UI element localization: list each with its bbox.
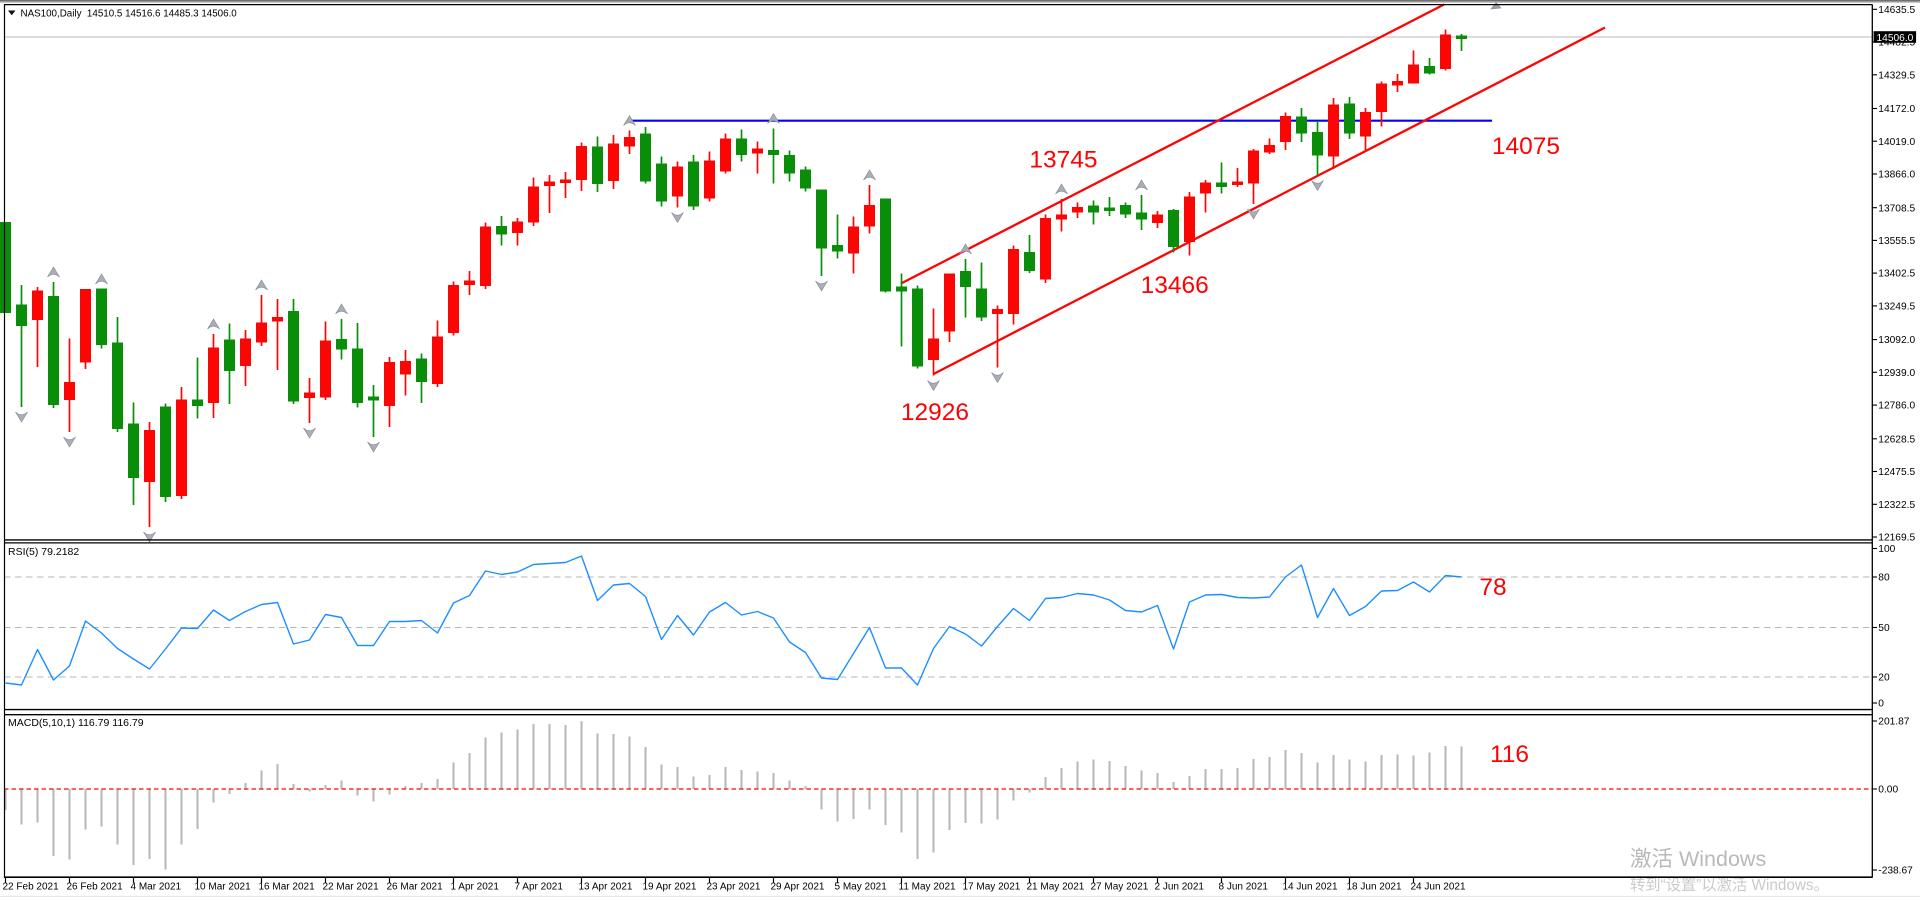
svg-text:100: 100 — [1878, 544, 1895, 555]
svg-text:14329.5: 14329.5 — [1878, 70, 1915, 81]
svg-text:13249.5: 13249.5 — [1878, 302, 1915, 313]
svg-text:12475.5: 12475.5 — [1878, 467, 1915, 478]
svg-text:12322.5: 12322.5 — [1878, 500, 1915, 511]
svg-text:17 May 2021: 17 May 2021 — [963, 882, 1021, 893]
svg-text:24 Jun 2021: 24 Jun 2021 — [1411, 882, 1466, 893]
svg-text:16 Mar 2021: 16 Mar 2021 — [259, 882, 316, 893]
svg-text:0: 0 — [1878, 699, 1884, 710]
svg-text:20: 20 — [1878, 673, 1890, 684]
svg-text:26 Feb 2021: 26 Feb 2021 — [67, 882, 124, 893]
svg-text:22 Mar 2021: 22 Mar 2021 — [323, 882, 380, 893]
svg-text:RSI(5) 79.2182: RSI(5) 79.2182 — [8, 546, 79, 558]
svg-text:21 May 2021: 21 May 2021 — [1027, 882, 1085, 893]
svg-text:11 May 2021: 11 May 2021 — [899, 882, 957, 893]
svg-text:12926: 12926 — [901, 399, 969, 426]
svg-text:8 Jun 2021: 8 Jun 2021 — [1219, 882, 1269, 893]
svg-text:转到“设置”以激活 Windows。: 转到“设置”以激活 Windows。 — [1630, 877, 1829, 894]
svg-text:NAS100,Daily 14510.5 14516.6: NAS100,Daily 14510.5 14516.6 14485.3 145… — [21, 9, 238, 20]
svg-text:12939.0: 12939.0 — [1878, 368, 1915, 379]
svg-text:14482.5: 14482.5 — [1878, 38, 1915, 49]
svg-text:201.87: 201.87 — [1878, 717, 1909, 728]
svg-text:14019.0: 14019.0 — [1878, 137, 1915, 148]
svg-text:12786.0: 12786.0 — [1878, 401, 1915, 412]
svg-text:MACD(5,10,1) 116.79 116.79: MACD(5,10,1) 116.79 116.79 — [8, 717, 144, 729]
svg-text:激活 Windows: 激活 Windows — [1630, 847, 1766, 871]
svg-text:50: 50 — [1878, 623, 1890, 634]
svg-text:22 Feb 2021: 22 Feb 2021 — [3, 882, 60, 893]
svg-text:2 Jun 2021: 2 Jun 2021 — [1155, 882, 1205, 893]
svg-text:4 Mar 2021: 4 Mar 2021 — [131, 882, 182, 893]
svg-text:19 Apr 2021: 19 Apr 2021 — [643, 882, 697, 893]
svg-text:18 Jun 2021: 18 Jun 2021 — [1347, 882, 1402, 893]
svg-text:0.00: 0.00 — [1878, 785, 1898, 796]
svg-text:14506.0: 14506.0 — [1877, 33, 1914, 44]
svg-text:7 Apr 2021: 7 Apr 2021 — [515, 882, 564, 893]
svg-text:14635.5: 14635.5 — [1878, 5, 1915, 16]
svg-text:5 May 2021: 5 May 2021 — [835, 882, 888, 893]
svg-text:14 Jun 2021: 14 Jun 2021 — [1283, 882, 1338, 893]
svg-text:27 May 2021: 27 May 2021 — [1091, 882, 1149, 893]
svg-text:12169.5: 12169.5 — [1878, 533, 1915, 544]
svg-text:13745: 13745 — [1029, 147, 1097, 174]
svg-text:-238.67: -238.67 — [1878, 866, 1913, 877]
svg-text:26 Mar 2021: 26 Mar 2021 — [387, 882, 444, 893]
svg-text:14172.0: 14172.0 — [1878, 104, 1915, 115]
svg-text:12628.5: 12628.5 — [1878, 434, 1915, 445]
svg-text:10 Mar 2021: 10 Mar 2021 — [195, 882, 252, 893]
svg-text:23 Apr 2021: 23 Apr 2021 — [707, 882, 761, 893]
svg-text:13555.5: 13555.5 — [1878, 236, 1915, 247]
svg-text:13 Apr 2021: 13 Apr 2021 — [579, 882, 633, 893]
svg-text:116: 116 — [1490, 741, 1529, 768]
svg-text:13092.0: 13092.0 — [1878, 335, 1915, 346]
svg-text:13708.5: 13708.5 — [1878, 203, 1915, 214]
svg-text:80: 80 — [1878, 573, 1890, 584]
svg-text:78: 78 — [1479, 574, 1506, 601]
svg-text:13466: 13466 — [1141, 272, 1209, 299]
svg-text:29 Apr 2021: 29 Apr 2021 — [771, 882, 825, 893]
svg-text:14075: 14075 — [1492, 133, 1560, 160]
svg-text:13866.0: 13866.0 — [1878, 170, 1915, 181]
svg-text:1 Apr 2021: 1 Apr 2021 — [451, 882, 500, 893]
svg-text:13402.5: 13402.5 — [1878, 269, 1915, 280]
